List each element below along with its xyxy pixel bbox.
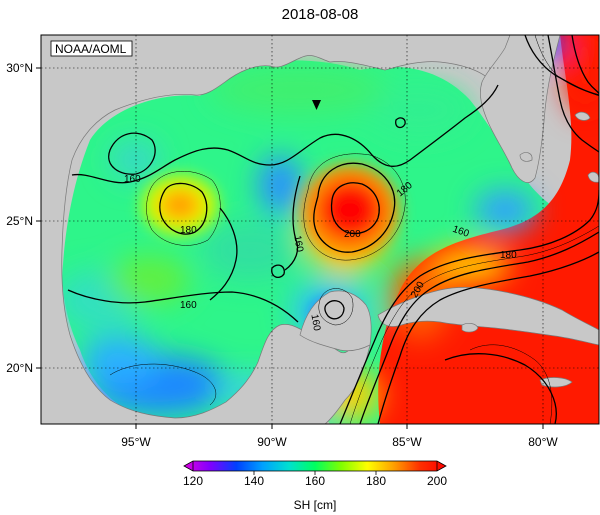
colorbar-tick-140: 140 (244, 474, 264, 488)
contour-180-east-eddy (313, 162, 396, 253)
lat-tick-30n: 30°N (6, 61, 33, 75)
colorbar-tick-180: 180 (366, 474, 386, 488)
contour-label-180-florida-strait: 180 (500, 250, 517, 261)
contour-label-160-campeche: 160 (308, 313, 322, 332)
mexico-us-landmass (41, 35, 511, 424)
map-gridlines (41, 35, 599, 424)
watermark-label: NOAA/AOML (55, 42, 127, 56)
bahamas-island-andros (519, 152, 533, 162)
contour-200-loop-current (377, 251, 599, 424)
contour-180-loop-current (359, 231, 599, 424)
contour-label-200-east-eddy: 200 (344, 229, 361, 240)
map-area: 160 180 160 180 200 160 160 180 200 160 … (41, 35, 599, 424)
florida-peninsula (480, 35, 561, 183)
contour-small-loop-north (395, 117, 406, 129)
cuba-island (377, 287, 599, 346)
contour-label-160-west: 160 (124, 174, 141, 185)
contour-180-atlantic (547, 35, 599, 153)
axis-tick-marks (36, 67, 544, 429)
yucatan-peninsula (299, 290, 372, 352)
contour-200-atlantic (571, 35, 599, 95)
contour-160-nw-loop (108, 132, 156, 175)
contour-170-east-eddy (303, 153, 406, 261)
contour-200-east-eddy (330, 182, 380, 235)
contour-label-180-west-eddy: 180 (180, 225, 197, 236)
colorbar: 120 140 160 180 200 SH [cm] (183, 460, 447, 512)
bahamas-island-north (574, 111, 591, 121)
map-title: 2018-08-08 (282, 6, 359, 23)
contour-140-campeche (324, 300, 345, 320)
lat-tick-20n: 20°N (6, 361, 33, 375)
map-frame (40, 34, 600, 425)
contour-label-160-center: 160 (291, 235, 305, 254)
lon-tick-80w: 80°W (528, 435, 558, 449)
lon-tick-90w: 90°W (257, 435, 287, 449)
watermark-box (50, 40, 133, 57)
lon-tick-85w: 85°W (392, 435, 422, 449)
colorbar-label: SH [cm] (294, 498, 337, 512)
colorbar-tick-200: 200 (427, 474, 447, 488)
contour-160-center-loop (209, 207, 238, 301)
contour-180-west-eddy (159, 182, 208, 235)
isla-juventud (461, 322, 479, 333)
contour-160-center-stem (284, 175, 301, 271)
contour-160-south (67, 289, 299, 323)
station-marker-icon (312, 100, 321, 110)
contour-170-loop-current (349, 225, 599, 424)
contour-caribbean-minor (469, 344, 553, 424)
contour-160-loop-current-west (339, 189, 599, 424)
colorbar-tick-160: 160 (305, 474, 325, 488)
colorbar-scale (183, 460, 447, 472)
contour-caribbean-loop (444, 353, 557, 424)
lon-tick-95w: 95°W (121, 435, 151, 449)
bahamas-island-south (587, 171, 599, 183)
contour-small-loop-center (271, 264, 285, 279)
contour-160-north (71, 84, 499, 184)
contour-label-160-southwest: 160 (180, 300, 197, 311)
land-masses (41, 35, 599, 424)
colorbar-tick-120: 120 (183, 474, 203, 488)
sea-height-contours (67, 35, 599, 424)
contour-150-campeche (318, 288, 354, 326)
lat-tick-25n: 25°N (6, 214, 33, 228)
contour-170-atlantic (534, 35, 599, 97)
